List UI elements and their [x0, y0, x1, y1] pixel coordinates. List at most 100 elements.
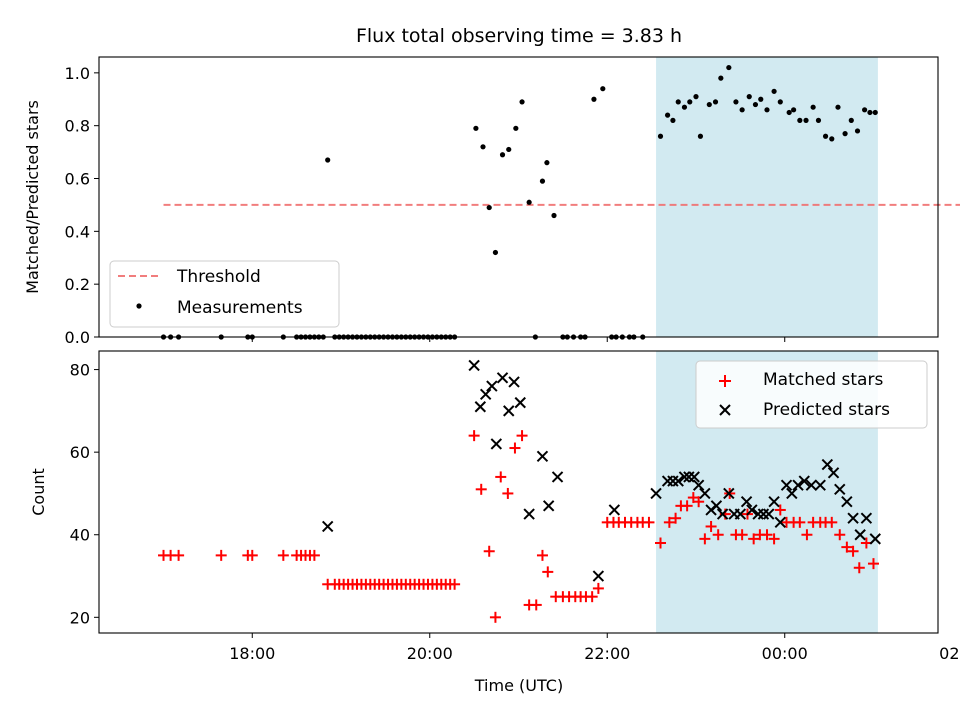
measurement-point	[506, 146, 512, 153]
measurement-point	[829, 136, 835, 142]
predicted-point	[768, 495, 780, 508]
bottom-y-tick-label: 80	[70, 361, 90, 380]
measurement-point	[867, 109, 873, 116]
matched-point	[705, 520, 717, 532]
measurement-point	[797, 117, 803, 123]
predicted-point	[786, 487, 798, 500]
matched-point	[502, 487, 514, 499]
bottom-y-axis-label: Count	[29, 468, 48, 516]
legend-measurements-label: Measurements	[177, 298, 303, 318]
predicted-point	[798, 475, 810, 487]
bottom-y-ticks: 20 40 60 80	[70, 361, 99, 627]
top-y-axis-label: Matched/Predicted stars	[23, 100, 42, 294]
matched-point	[768, 533, 780, 545]
top-highlight-spans	[656, 57, 878, 337]
measurement-point	[746, 94, 752, 100]
measurement-point	[758, 96, 764, 102]
predicted-point	[847, 512, 859, 524]
matched-point	[654, 537, 666, 549]
measurement-point	[551, 212, 557, 219]
predicted-point	[740, 495, 753, 508]
matched-point	[867, 558, 879, 570]
measurement-point	[480, 144, 486, 150]
top-highlight-span	[656, 57, 878, 337]
matched-point	[841, 541, 853, 553]
measurement-point	[526, 199, 532, 205]
predicted-point	[688, 471, 700, 483]
predicted-point	[592, 570, 605, 582]
measurement-point	[664, 112, 671, 118]
measurement-point	[544, 160, 550, 166]
predicted-point	[774, 516, 787, 529]
predicted-point	[468, 359, 480, 372]
predicted-points	[321, 359, 881, 582]
measurement-point	[777, 99, 783, 105]
matched-point	[643, 516, 655, 528]
matched-point	[449, 578, 461, 590]
measurement-point	[752, 101, 759, 108]
matched-point	[801, 529, 813, 541]
matched-point	[699, 533, 711, 545]
predicted-point	[503, 405, 515, 417]
predicted-point	[746, 504, 758, 516]
measurement-point	[687, 99, 693, 105]
bottom-legend-box	[695, 360, 928, 429]
matched-point	[847, 545, 859, 557]
bottom-plot-frame	[98, 350, 939, 634]
predicted-point	[827, 467, 840, 479]
matched-point	[542, 566, 554, 578]
matched-point	[736, 529, 748, 541]
x-axis-label: Time (UTC)	[474, 676, 563, 695]
measurement-point	[815, 117, 822, 123]
top-y-ticks: 0.0 0.2 0.4 0.6 0.8 1.0	[65, 64, 99, 347]
predicted-point	[723, 487, 735, 500]
legend-matched-label: Matched stars	[763, 370, 883, 390]
predicted-point	[486, 380, 498, 392]
matched-point	[774, 504, 786, 516]
bottom-y-tick-label: 20	[70, 608, 90, 627]
measurement-point	[739, 107, 745, 113]
measurement-point	[842, 131, 848, 137]
legend-measurements-swatch	[136, 303, 142, 309]
measurement-point	[675, 99, 681, 105]
predicted-point	[805, 479, 818, 491]
measurement-point	[810, 104, 816, 110]
matched-point	[475, 483, 487, 495]
bottom-legend: Matched stars Predicted stars	[695, 360, 928, 429]
measurement-point	[706, 101, 712, 108]
measurement-point	[854, 128, 861, 134]
top-legend-box	[109, 260, 340, 328]
matched-point	[509, 442, 521, 454]
matched-point	[670, 512, 682, 524]
predicted-point	[710, 500, 723, 512]
predicted-point	[814, 479, 826, 491]
legend-predicted-swatch	[719, 404, 731, 416]
matched-points	[158, 430, 879, 623]
measurement-point	[600, 86, 606, 92]
top-y-tick-label: 1.0	[65, 64, 90, 83]
matched-point	[483, 545, 495, 557]
predicted-point	[780, 479, 793, 491]
top-legend: Threshold Measurements	[109, 260, 340, 328]
predicted-point	[490, 438, 503, 450]
predicted-point	[763, 508, 775, 520]
measurement-point	[697, 133, 704, 139]
measurement-point	[712, 99, 719, 105]
predicted-point	[869, 533, 881, 545]
predicted-point	[841, 495, 853, 508]
measurement-point	[848, 117, 854, 123]
predicted-point	[536, 450, 549, 462]
x-tick-label: 22:00	[584, 644, 630, 663]
predicted-point	[699, 487, 711, 500]
matched-point	[246, 549, 258, 561]
measurement-point	[771, 88, 777, 94]
predicted-point	[523, 508, 535, 520]
predicted-point	[821, 458, 834, 471]
top-panel: 0.0 0.2 0.4 0.6 0.8 1.0 Matched/Predicted sta…	[23, 56, 960, 347]
measurement-point	[539, 178, 546, 184]
predicted-point	[678, 471, 691, 483]
predicted-point	[479, 388, 492, 401]
